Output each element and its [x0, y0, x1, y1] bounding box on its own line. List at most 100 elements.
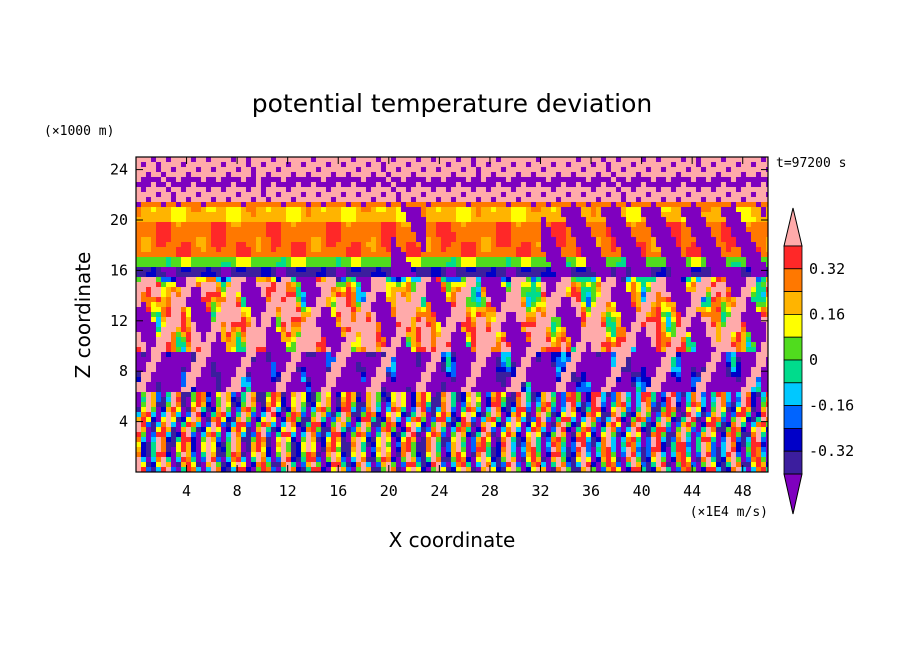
field-cell — [311, 162, 316, 167]
field-cell — [451, 207, 456, 212]
field-cell — [341, 332, 346, 337]
field-cell — [186, 297, 191, 302]
field-cell — [251, 217, 256, 222]
field-cell — [696, 327, 701, 332]
field-cell — [631, 287, 636, 292]
field-cell — [726, 337, 731, 342]
field-cell — [166, 197, 171, 202]
field-cell — [396, 287, 401, 292]
field-cell — [291, 257, 296, 262]
field-cell — [586, 347, 591, 352]
field-cell — [221, 322, 226, 327]
field-cell — [641, 167, 646, 172]
field-cell — [281, 307, 286, 312]
field-cell — [251, 172, 256, 177]
field-cell — [551, 317, 556, 322]
field-cell — [416, 287, 421, 292]
field-cell — [406, 157, 411, 162]
field-cell — [191, 217, 196, 222]
field-cell — [546, 287, 551, 292]
field-cell — [306, 312, 311, 317]
field-cell — [396, 332, 401, 337]
field-cell — [321, 197, 326, 202]
field-cell — [301, 347, 306, 352]
field-cell — [466, 157, 471, 162]
field-cell — [576, 177, 581, 182]
field-cell — [506, 337, 511, 342]
field-cell — [376, 322, 381, 327]
field-cell — [441, 247, 446, 252]
field-cell — [721, 287, 726, 292]
field-cell — [556, 337, 561, 342]
field-cell — [691, 227, 696, 232]
field-cell — [201, 347, 206, 352]
field-cell — [641, 327, 646, 332]
field-cell — [201, 222, 206, 227]
field-cell — [371, 312, 376, 317]
field-cell — [701, 327, 706, 332]
field-cell — [511, 207, 516, 212]
field-cell — [141, 272, 146, 277]
field-cell — [736, 302, 741, 307]
field-cell — [281, 332, 286, 337]
field-cell — [581, 232, 586, 237]
field-cell — [706, 222, 711, 227]
field-cell — [766, 257, 768, 262]
field-cell — [301, 167, 306, 172]
field-cell — [421, 312, 426, 317]
field-cell — [281, 277, 286, 282]
field-cell — [246, 252, 251, 257]
field-cell — [261, 337, 266, 342]
field-cell — [501, 287, 506, 292]
field-cell — [176, 297, 181, 302]
field-cell — [141, 237, 146, 242]
field-cell — [666, 167, 671, 172]
field-cell — [626, 222, 631, 227]
field-cell — [561, 297, 566, 302]
field-cell — [386, 212, 391, 217]
field-cell — [596, 257, 601, 262]
field-cell — [471, 277, 476, 282]
field-cell — [641, 202, 646, 207]
field-cell — [686, 282, 691, 287]
field-cell — [466, 302, 471, 307]
field-cell — [441, 252, 446, 257]
field-cell — [521, 327, 526, 332]
field-cell — [316, 342, 321, 347]
field-cell — [541, 292, 546, 297]
field-cell — [231, 332, 236, 337]
field-cell — [441, 242, 446, 247]
field-cell — [741, 337, 746, 342]
field-cell — [321, 182, 326, 187]
field-cell — [741, 222, 746, 227]
field-cell — [476, 187, 481, 192]
field-cell — [456, 232, 461, 237]
field-cell — [676, 282, 681, 287]
field-cell — [651, 237, 656, 242]
field-cell — [356, 187, 361, 192]
field-cell — [511, 227, 516, 232]
field-cell — [296, 217, 301, 222]
field-cell — [186, 167, 191, 172]
field-cell — [181, 312, 186, 317]
field-cell — [136, 172, 141, 177]
field-cell — [301, 222, 306, 227]
field-cell — [501, 272, 506, 277]
field-cell — [451, 282, 456, 287]
field-cell — [256, 227, 261, 232]
field-cell — [541, 252, 546, 257]
field-cell — [746, 207, 751, 212]
field-cell — [651, 337, 656, 342]
field-cell — [496, 192, 501, 197]
field-cell — [211, 217, 216, 222]
field-cell — [436, 212, 441, 217]
field-cell — [716, 312, 721, 317]
field-cell — [461, 207, 466, 212]
field-cell — [456, 337, 461, 342]
field-cell — [166, 187, 171, 192]
field-cell — [491, 207, 496, 212]
field-cell — [306, 297, 311, 302]
field-cell — [356, 227, 361, 232]
field-cell — [671, 182, 676, 187]
field-cell — [276, 342, 281, 347]
